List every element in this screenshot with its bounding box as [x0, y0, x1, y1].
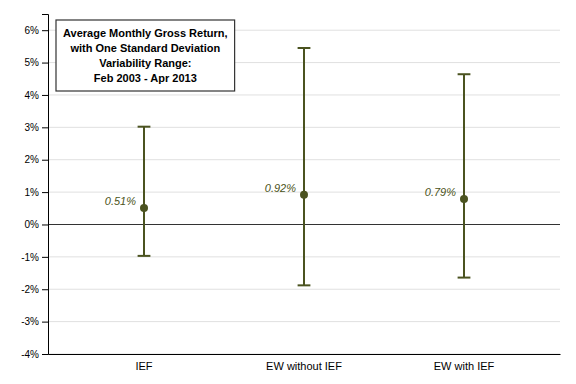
error-cap-lower	[458, 277, 471, 279]
data-labels: 0.51% 0.92% 0.79%	[105, 182, 456, 207]
y-tick: 1%	[25, 187, 48, 198]
y-tick-label: 2%	[25, 154, 40, 165]
y-tick-label: -2%	[21, 284, 39, 295]
plot: -4% -3% -2% -1% 0% 1% 2% 3% 4% 5% 6% IEF EW without …	[21, 15, 560, 372]
grid-line	[48, 289, 560, 290]
annotation-box	[56, 20, 235, 91]
y-tick-label: 4%	[25, 90, 40, 101]
y-tick: -1%	[21, 252, 48, 263]
y-tick-mark	[42, 289, 48, 290]
error-bar	[458, 74, 471, 277]
annotation-text: Average Monthly Gross Return, with One St…	[63, 27, 228, 84]
mean-marker	[300, 191, 308, 199]
y-tick-label: 1%	[25, 187, 40, 198]
error-cap-upper	[138, 126, 151, 128]
y-tick: 2%	[25, 154, 48, 165]
y-tick-mark	[42, 127, 48, 128]
y-tick: 6%	[25, 25, 48, 36]
data-label: 0.51%	[105, 195, 136, 207]
y-tick-label: -1%	[21, 252, 39, 263]
y-axis-line	[42, 15, 49, 355]
error-cap-lower	[138, 255, 151, 257]
y-tick-label: -3%	[21, 316, 39, 327]
y-axis: -4% -3% -2% -1% 0% 1% 2% 3% 4% 5% 6%	[21, 15, 48, 360]
annotation-line: Feb 2003 - Apr 2013	[94, 72, 197, 84]
annotation: Average Monthly Gross Return, with One St…	[56, 20, 235, 91]
error-cap-lower	[298, 284, 311, 286]
x-tick: EW without IEF	[266, 354, 342, 372]
y-tick-label: 5%	[25, 57, 40, 68]
y-tick-mark	[42, 257, 48, 258]
error-range	[303, 48, 305, 285]
x-tick-label: EW with IEF	[434, 360, 495, 372]
mean-marker	[460, 195, 468, 203]
y-tick-mark	[42, 160, 48, 161]
annotation-line: with One Standard Deviation	[69, 42, 220, 54]
y-tick: -3%	[21, 316, 48, 327]
y-tick-mark	[42, 95, 48, 96]
y-tick-label: 6%	[25, 25, 40, 36]
y-tick-label: -4%	[21, 349, 39, 360]
y-tick-mark	[42, 30, 48, 31]
error-cap-upper	[458, 73, 471, 75]
x-tick: IEF	[135, 354, 152, 372]
y-tick: -2%	[21, 284, 48, 295]
y-tick-mark	[42, 354, 48, 355]
y-tick-mark	[42, 224, 48, 225]
chart: -4% -3% -2% -1% 0% 1% 2% 3% 4% 5% 6% IEF EW without …	[0, 0, 576, 384]
grid	[48, 30, 560, 354]
x-tick: EW with IEF	[434, 354, 495, 372]
y-tick: 4%	[25, 90, 48, 101]
y-tick-mark	[42, 192, 48, 193]
y-tick: 5%	[25, 57, 48, 68]
error-cap-upper	[298, 47, 311, 49]
annotation-line: Average Monthly Gross Return,	[63, 27, 228, 39]
error-range	[143, 127, 145, 256]
x-tick-label: EW without IEF	[266, 360, 342, 372]
y-tick-mark	[42, 322, 48, 323]
y-tick-label: 3%	[25, 122, 40, 133]
grid-line	[48, 321, 560, 322]
grid-line	[48, 354, 560, 355]
y-tick: 3%	[25, 122, 48, 133]
x-axis: IEF EW without IEF EW with IEF	[49, 354, 561, 372]
y-tick-mark	[42, 63, 48, 64]
error-range	[463, 74, 465, 277]
mean-marker	[140, 204, 148, 212]
error-bar	[298, 48, 311, 285]
data-label: 0.79%	[425, 186, 456, 198]
y-tick: -4%	[21, 349, 48, 360]
x-tick-label: IEF	[135, 360, 152, 372]
x-axis-line	[49, 354, 561, 355]
data-label: 0.92%	[265, 182, 296, 194]
annotation-line: Variability Range:	[99, 57, 191, 69]
y-tick: 0%	[25, 219, 48, 230]
y-tick-label: 0%	[25, 219, 40, 230]
error-bar	[138, 127, 151, 256]
